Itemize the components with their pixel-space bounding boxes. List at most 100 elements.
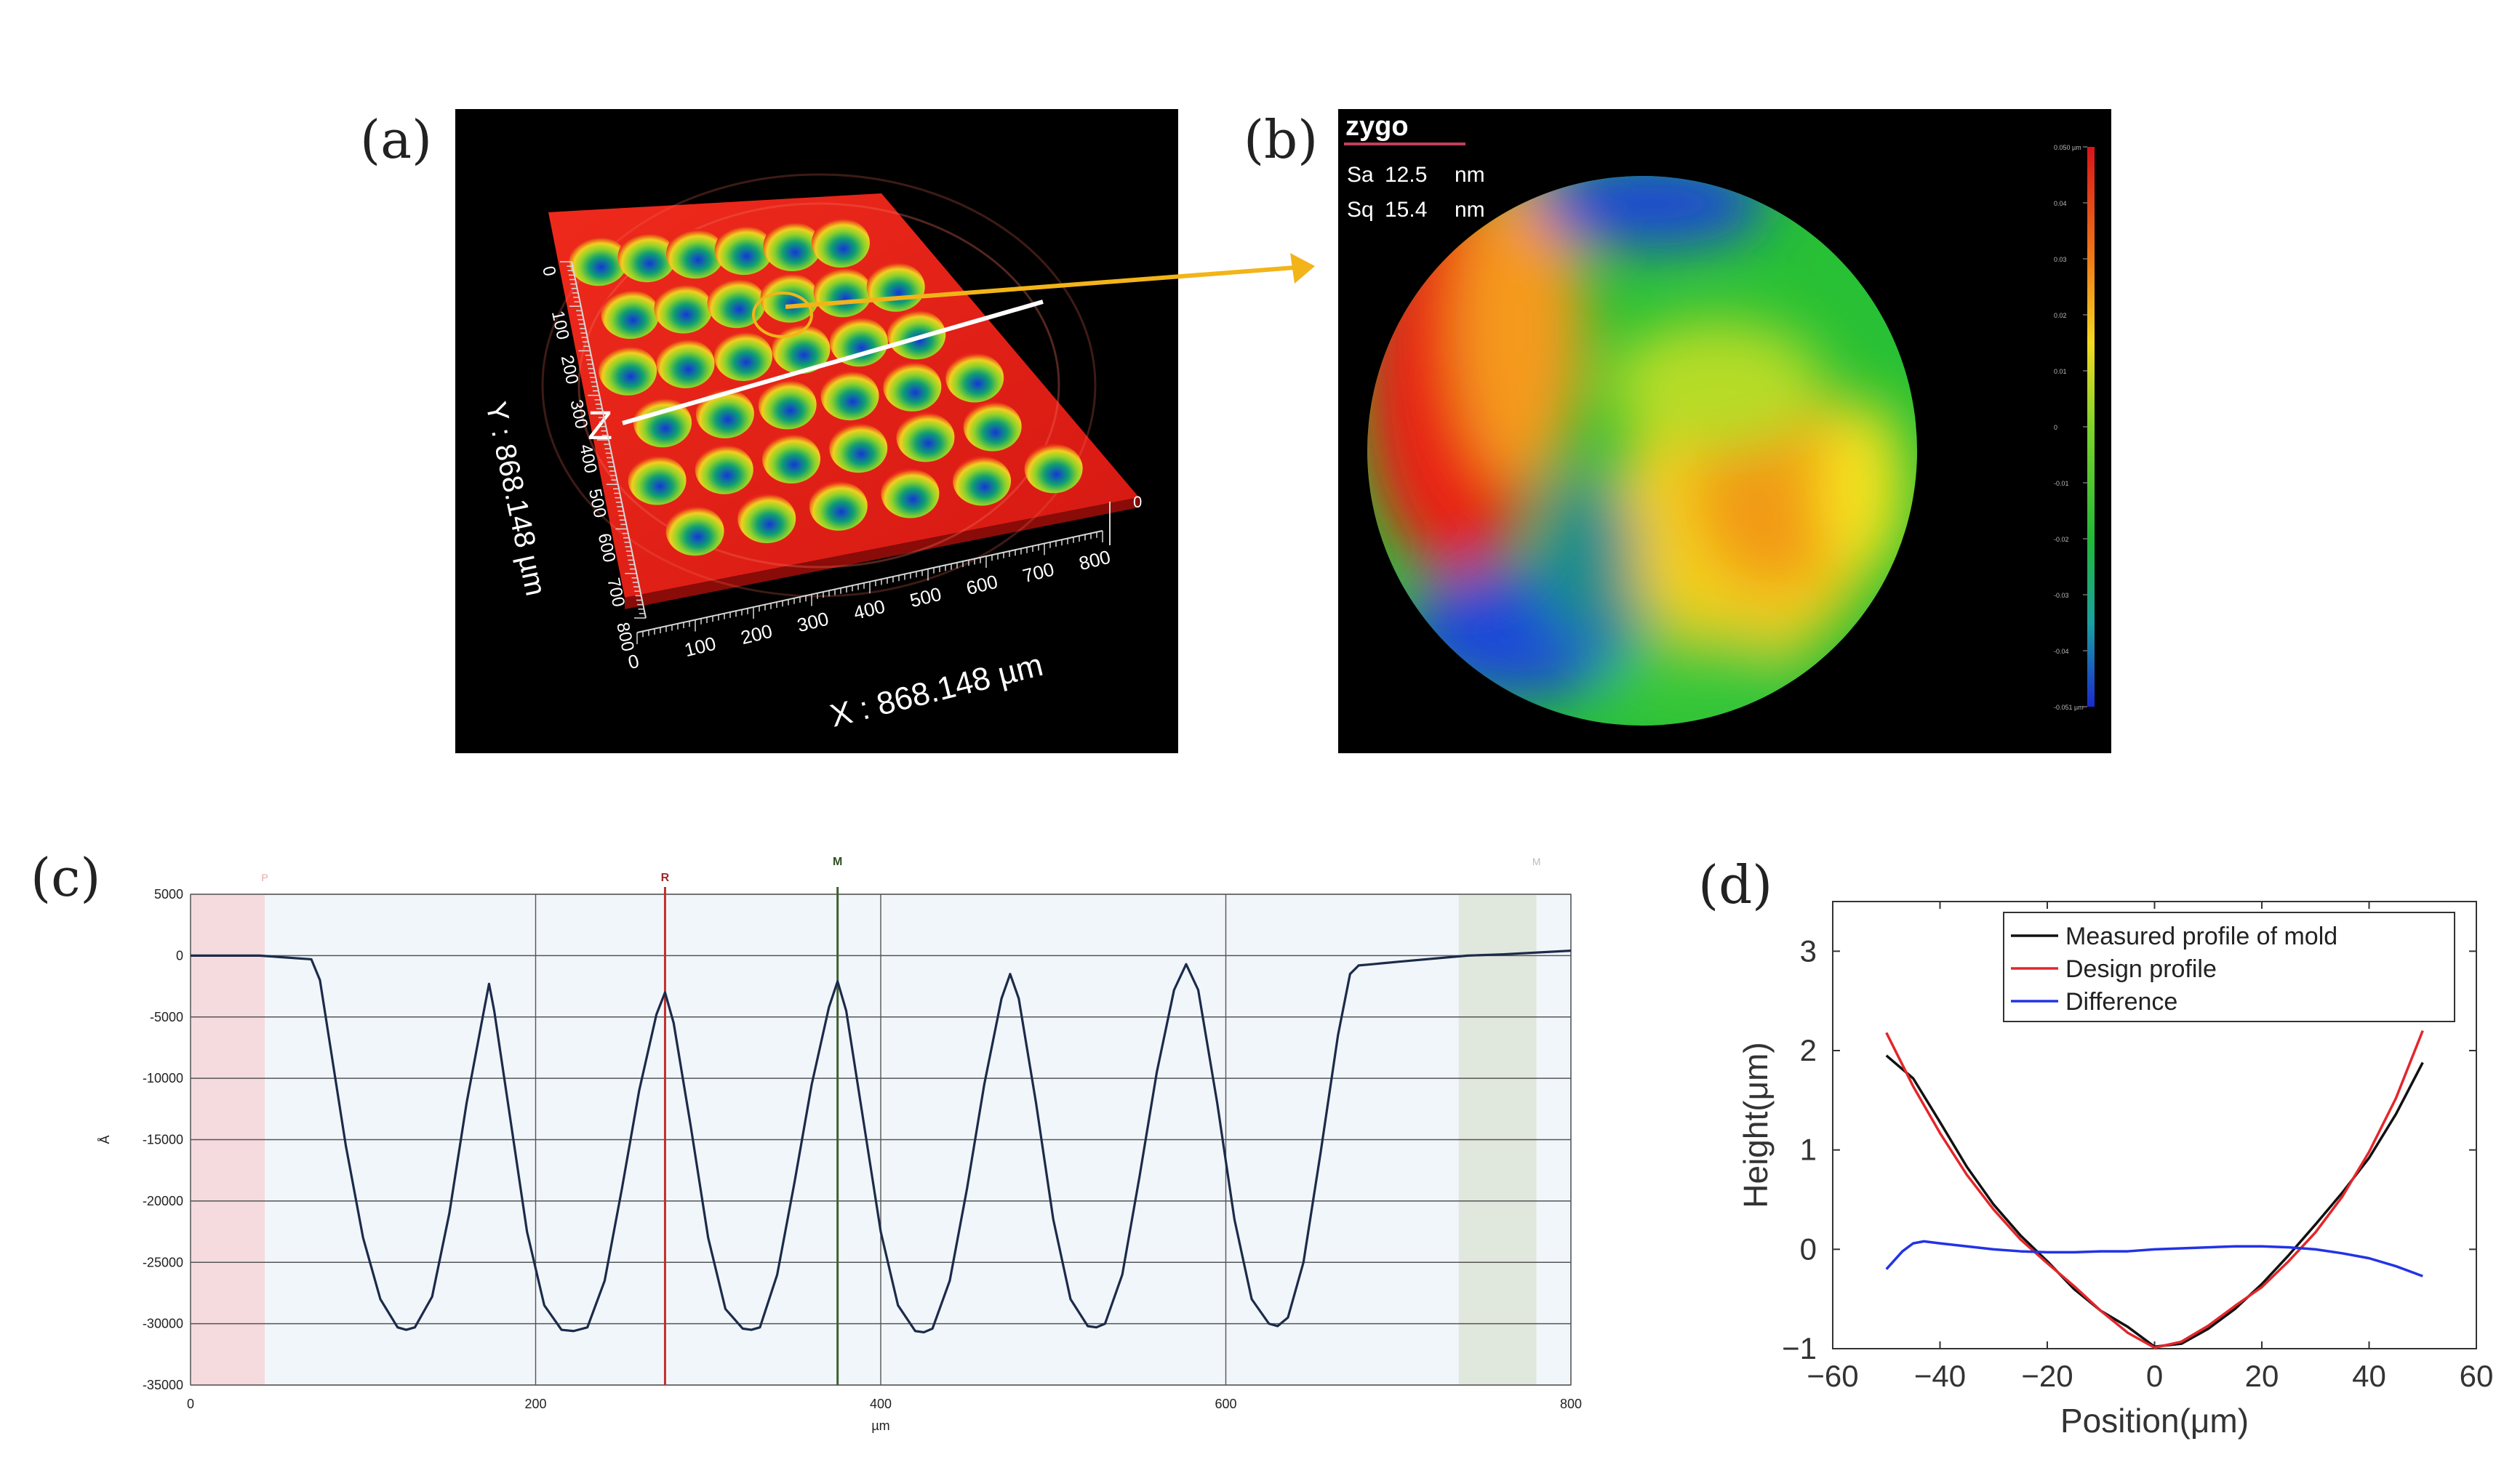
- marker-m-label: M: [833, 856, 842, 868]
- x-axis-label: X : 868.148 µm: [827, 647, 1047, 734]
- dimple: [820, 371, 879, 421]
- legend-label: Difference: [2065, 988, 2177, 1016]
- dimple: [953, 456, 1012, 506]
- colorbar-tick-label: 0.050 µm: [2054, 144, 2081, 151]
- panel-d-label: (d): [1698, 854, 1773, 915]
- dimple: [628, 455, 687, 505]
- x-axis-label: Position(μm): [2060, 1402, 2249, 1440]
- stat-sq-value: 15.4: [1385, 198, 1427, 222]
- colorbar-tick-label: -0.051 µm: [2054, 704, 2084, 711]
- dimple: [811, 218, 870, 268]
- x-tick-label: 600: [1215, 1397, 1236, 1411]
- dimple: [599, 345, 657, 396]
- panel-b-label: (b): [1244, 109, 1319, 170]
- stat-sa-value: 12.5: [1385, 163, 1427, 187]
- y-tick-label: -5000: [150, 1010, 183, 1024]
- y-tick-label: -10000: [143, 1071, 183, 1085]
- dimple: [883, 361, 942, 412]
- series-line-2: [1885, 1240, 2423, 1277]
- colorbar-tick-label: -0.01: [2054, 480, 2069, 487]
- colorbar-tick-label: 0: [2054, 424, 2057, 431]
- dimple: [666, 229, 724, 279]
- x-tick-label: 700: [1020, 558, 1056, 587]
- y-axis-label: Height(μm): [1737, 1042, 1775, 1208]
- legend-label: Design profile: [2065, 955, 2217, 983]
- dimple-array: [569, 218, 1083, 556]
- y-tick-label: 1: [1800, 1133, 1817, 1167]
- dimple: [829, 423, 888, 473]
- callout-arrow-line: [785, 265, 1295, 309]
- x-tick-label: −60: [1807, 1359, 1858, 1393]
- marker-p-label: P: [261, 872, 268, 883]
- dimple: [714, 225, 773, 276]
- x-tick-label: 100: [682, 633, 718, 662]
- x-tick-label: −40: [1914, 1359, 1966, 1393]
- dimple: [707, 278, 766, 329]
- dimple: [887, 310, 946, 360]
- x-tick-label: 0: [2146, 1359, 2163, 1393]
- dimple: [809, 481, 868, 531]
- zygo-logo: zygo: [1345, 111, 1409, 142]
- dimple: [695, 388, 754, 438]
- marker-r-label: R: [661, 872, 670, 884]
- colorbar-tick-label: 0.01: [2054, 368, 2067, 375]
- x-tick-label: 400: [870, 1397, 892, 1411]
- y-tick-label: -30000: [143, 1317, 183, 1331]
- panel-a-image: Z 0 100 200 300 400 500 600 700 800 X : 868.148 …: [455, 109, 1178, 753]
- chart-d: −60 −40 −20 0 20 40 60 −1 0 1 2 3 Measured profile o…: [1737, 901, 2493, 1440]
- x-tick-label: 600: [964, 571, 999, 600]
- dimple: [1024, 443, 1083, 494]
- y-tick-label: −1: [1782, 1331, 1817, 1365]
- y-tick-label: -20000: [143, 1194, 183, 1208]
- x-tick-label: 0: [187, 1397, 194, 1411]
- y-axis-label: Å: [97, 1135, 112, 1144]
- colorbar-ticks: 0.050 µm 0.04 0.03 0.02 0.01 0 -0.01 -0.02 -0.03…: [2054, 144, 2087, 711]
- colorbar-tick-label: 0.03: [2054, 256, 2067, 263]
- dimple: [665, 506, 724, 556]
- x-tick-label: 200: [524, 1397, 546, 1411]
- dimple: [763, 222, 822, 272]
- dimple: [656, 338, 715, 388]
- x-tick-label: 40: [2352, 1359, 2386, 1393]
- series-line-profile: [191, 950, 1572, 1334]
- profile-line: [622, 300, 1044, 425]
- y-tick-label: -15000: [143, 1133, 183, 1147]
- colorbar-tick-label: -0.03: [2054, 592, 2069, 599]
- y-tick-label: -35000: [143, 1378, 183, 1392]
- dimple: [758, 380, 817, 430]
- x-axis-label: µm: [871, 1418, 889, 1433]
- colorbar-tick-label: -0.04: [2054, 648, 2069, 655]
- callout-arrow: [785, 253, 1315, 309]
- chart-c: 5000 0 -5000 -10000 -15000 -20000 -25000 -30000…: [97, 856, 1582, 1433]
- dimple: [617, 233, 676, 283]
- dimple: [760, 273, 819, 323]
- dimple: [714, 332, 772, 382]
- dimple: [737, 494, 796, 544]
- dimple: [569, 236, 628, 286]
- dimple: [601, 289, 660, 340]
- zygo-logo-box: [1344, 113, 1431, 140]
- series-line-0: [1885, 1054, 2424, 1349]
- colorbar-tick-label: 0.02: [2054, 312, 2067, 319]
- callout-arrow-head: [1290, 253, 1315, 284]
- x-tick-label: 400: [851, 595, 887, 625]
- stat-sa-name: Sa: [1347, 163, 1374, 187]
- colorbar-tick-label: -0.02: [2054, 536, 2069, 543]
- dimple: [695, 444, 753, 494]
- stat-sq-unit: nm: [1455, 198, 1485, 222]
- dimple: [829, 317, 888, 367]
- x-tick-label: −20: [2021, 1359, 2073, 1393]
- stat-sq-name: Sq: [1347, 198, 1374, 222]
- y-tick-label: -25000: [143, 1255, 183, 1269]
- panel-a-label: (a): [360, 109, 433, 170]
- z-tick: 0: [1133, 493, 1142, 511]
- y-tick-label: 2: [1800, 1033, 1817, 1067]
- surface-ring: [577, 202, 1060, 569]
- x-tick-label: 800: [1076, 546, 1112, 575]
- y-tick-label: 0: [538, 265, 559, 278]
- zygo-surface-map: zygo Sa 12.5 nm Sq 15.4 nm 0.050 µm0.040…: [1344, 111, 2095, 726]
- dimple: [945, 353, 1004, 403]
- y-tick-label: 3: [1800, 934, 1817, 968]
- dimple: [633, 398, 692, 448]
